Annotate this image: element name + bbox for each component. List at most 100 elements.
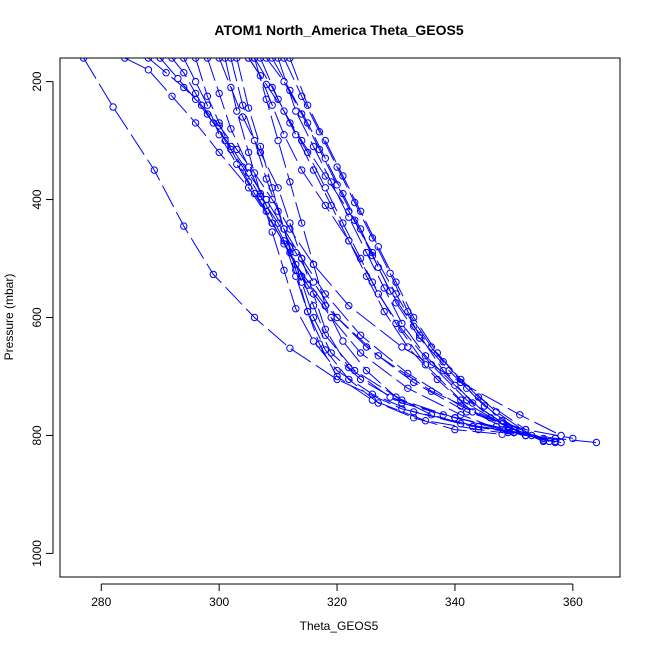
series-line-20 [236,58,503,435]
data-point [433,375,441,384]
data-point [404,384,412,392]
data-point [250,136,259,145]
data-point [380,284,388,292]
data-point [121,58,129,62]
series-line-6 [195,58,556,442]
data-point [516,411,524,419]
data-point [233,107,241,115]
data-point [321,154,329,163]
data-point [227,58,235,62]
data-point [109,103,117,111]
data-point [233,58,241,62]
data-point [250,189,259,198]
data-point [298,219,306,227]
data-point [292,266,300,274]
y-tick-label: 800 [30,425,44,445]
data-point [250,313,259,322]
data-point [268,83,276,92]
data-point [286,219,294,227]
data-point [468,422,477,431]
data-point [274,219,282,227]
data-point [386,287,394,295]
data-point [303,307,312,316]
data-point [321,302,329,310]
series-line-1 [124,58,573,439]
y-tick-label: 200 [30,71,44,91]
data-point [392,278,400,286]
data-point [309,260,318,269]
data-point [309,302,318,310]
data-point [292,305,300,313]
data-point [345,213,353,221]
data-point [374,263,382,272]
data-point [592,438,601,447]
data-point [298,166,306,174]
series-line-4 [171,58,544,439]
data-point [427,411,436,419]
data-point [410,313,418,322]
data-point [339,189,347,198]
data-point [463,384,471,392]
data-point [298,92,306,101]
data-point [244,163,253,171]
data-point [309,166,318,174]
data-point [256,142,265,151]
data-point [374,243,382,251]
data-point [256,148,265,157]
data-point [233,160,241,168]
data-point [309,313,318,322]
data-point [333,366,341,375]
data-point [380,307,388,316]
data-point [356,349,365,357]
data-point [368,396,377,404]
data-point [557,431,565,440]
data-point [298,254,306,263]
data-point [191,58,200,62]
data-point [433,349,441,357]
data-point [333,313,341,322]
data-point [280,77,288,86]
data-point [309,337,318,345]
data-point [498,417,506,425]
data-point [286,225,294,233]
data-point [398,405,406,413]
data-point [262,95,270,104]
data-point [557,438,565,447]
y-tick-label: 600 [30,307,44,327]
data-point [298,278,306,286]
series-line-18 [289,58,544,441]
data-point [215,58,223,62]
data-point [191,119,200,127]
data-point [410,408,418,416]
data-point [468,408,477,416]
series-line-0 [83,58,597,443]
data-point [392,299,400,307]
y-axis-label: Pressure (mbar) [2,274,16,361]
data-point [303,101,312,109]
data-point [180,83,188,92]
data-point [451,381,459,389]
data-point [162,69,170,77]
series-line-3 [159,58,515,431]
data-point [374,399,382,407]
data-point [345,363,353,372]
series-line-19 [254,58,514,433]
data-point [551,438,559,447]
data-point [244,148,253,157]
data-point [256,189,265,198]
data-point [227,145,235,154]
data-point [356,375,365,384]
data-point [197,101,206,109]
data-point [486,414,494,422]
data-point [274,136,282,145]
data-point [144,58,153,62]
data-point [333,163,341,171]
data-point [451,414,459,422]
data-point [244,178,253,186]
data-point [468,399,477,407]
data-point [463,396,471,404]
x-axis: 280 300 320 340 360 [91,583,583,609]
data-point [327,178,335,186]
series-line-5 [183,58,509,433]
